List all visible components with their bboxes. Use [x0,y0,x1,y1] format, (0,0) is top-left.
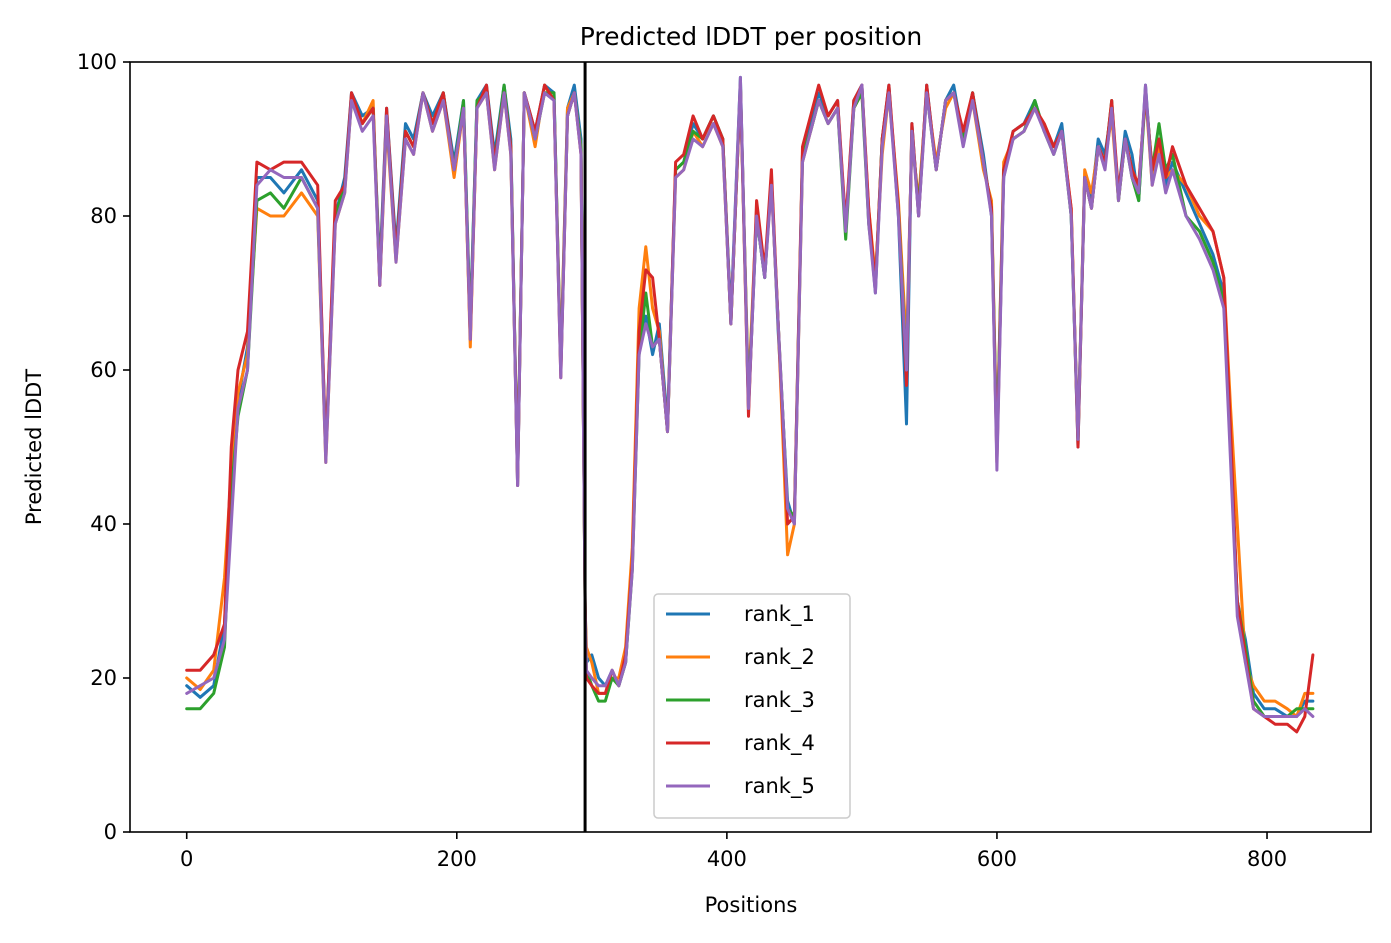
x-tick-label: 600 [977,847,1017,871]
axes: 0 200 400 600 800 0 20 40 60 80 100 [77,50,1372,871]
y-tick-label: 0 [104,820,117,844]
x-tick-label: 200 [437,847,477,871]
legend-label-rank-3: rank_3 [744,688,815,713]
x-axis-label: Positions [705,893,798,917]
legend-label-rank-4: rank_4 [744,731,815,756]
y-tick-label: 60 [90,358,117,382]
y-tick-label: 100 [77,50,117,74]
series-line-rank-5 [185,75,1315,718]
axes-frame [129,61,1372,833]
x-tick-label: 0 [180,847,193,871]
chart-title: Predicted lDDT per position [580,22,922,51]
legend: rank_1 rank_2 rank_3 rank_4 rank_5 [653,593,851,819]
y-axis-label: Predicted lDDT [22,369,46,525]
x-tick-label: 800 [1247,847,1287,871]
plot-area [185,62,1315,832]
y-tick-label: 40 [90,512,117,536]
y-tick-label: 80 [90,204,117,228]
legend-label-rank-5: rank_5 [744,774,815,799]
x-tick-label: 400 [707,847,747,871]
y-tick-label: 20 [90,666,117,690]
legend-label-rank-2: rank_2 [744,645,815,670]
legend-label-rank-1: rank_1 [744,602,815,627]
legend-box [653,593,851,819]
